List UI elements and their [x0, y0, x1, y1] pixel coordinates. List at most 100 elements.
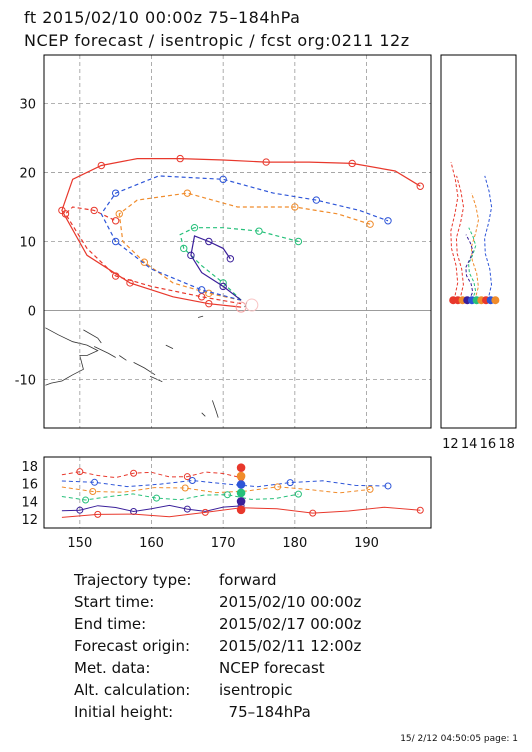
info-key: Initial height: [74, 703, 174, 721]
height-start-marker [236, 488, 246, 498]
height-marker [384, 482, 392, 490]
trajectory-marker [61, 210, 70, 218]
trajectory-line [61, 158, 421, 308]
info-row: Trajectory type: forward [74, 569, 361, 591]
trajectory-marker [219, 175, 227, 184]
trajectory-marker [205, 289, 213, 298]
trajectory-marker [111, 189, 120, 197]
info-block: Trajectory type: forward Start time: 2015/… [74, 569, 361, 723]
coastline [45, 327, 99, 386]
info-key: Start time: [74, 593, 155, 611]
trajectory-marker [416, 182, 424, 190]
height-trace [484, 175, 493, 301]
height-start-marker [491, 296, 500, 305]
height-trace [465, 234, 474, 301]
height-start-marker [236, 505, 246, 515]
start-point-marker [245, 298, 259, 312]
y-tick-label: -10 [15, 374, 36, 389]
y-tick-label: 16 [21, 478, 38, 493]
trajectory-marker [176, 154, 184, 163]
height-marker [91, 478, 99, 486]
height-start-marker [236, 497, 246, 506]
trajectory-marker [111, 237, 120, 246]
height-trace [468, 227, 477, 301]
y-tick-label: 18 [21, 460, 38, 475]
vertical-panel-frame [440, 54, 517, 429]
x-tick-label: 12 [442, 437, 459, 452]
info-key: Met. data: [74, 659, 151, 677]
height-marker [130, 469, 138, 477]
y-tick-label: 20 [19, 166, 36, 181]
info-key: Alt. calculation: [74, 681, 191, 699]
trajectory-marker [187, 251, 195, 260]
trajectory-marker [312, 196, 321, 204]
trajectory-line [64, 206, 242, 305]
height-marker [76, 506, 84, 514]
title-line-2: NCEP forecast / isentropic / fcst org:02… [24, 31, 410, 50]
height-marker [416, 506, 424, 514]
height-trace [455, 175, 465, 301]
trajectory-marker [111, 217, 120, 225]
coastline [119, 355, 127, 361]
trajectory-marker [219, 282, 227, 291]
trajectory-marker [226, 255, 235, 263]
trajectory-marker [90, 206, 98, 215]
trajectory-line [100, 175, 389, 301]
trajectory-marker [366, 220, 374, 228]
height-marker [294, 490, 302, 498]
trajectory-line [118, 192, 371, 301]
height-marker [82, 496, 90, 504]
coastline [212, 400, 219, 418]
y-tick-label: 0 [28, 305, 36, 320]
trajectory-marker [190, 223, 199, 232]
x-tick-label: 150 [67, 536, 92, 551]
height-trace [470, 192, 480, 301]
x-tick-label: 18 [498, 437, 515, 452]
height-trace [450, 161, 459, 301]
info-row: End time: 2015/02/17 00:00z [74, 613, 361, 635]
height-marker [223, 491, 231, 499]
trajectory-marker [294, 237, 303, 246]
coastline [197, 315, 204, 318]
trajectory-line [190, 235, 242, 301]
height-marker [201, 508, 209, 516]
height-marker [366, 485, 374, 493]
height-trace [61, 504, 242, 513]
trajectory-marker [140, 258, 149, 266]
trajectory-marker [205, 299, 213, 308]
height-trace [61, 493, 299, 501]
trajectory-marker [262, 158, 270, 166]
trajectory-marker [197, 286, 206, 294]
info-key: Trajectory type: [74, 571, 192, 589]
trajectory-marker [180, 244, 188, 253]
height-marker [89, 487, 97, 495]
height-start-marker [236, 463, 246, 472]
footer-timestamp: 15/ 2/12 04:50:05 page: 1 [400, 734, 518, 744]
x-tick-label: 14 [461, 437, 478, 452]
height-marker [181, 484, 189, 492]
trajectory-marker [111, 272, 120, 280]
height-trace [61, 486, 371, 494]
info-key: End time: [74, 615, 147, 633]
x-tick-label: 160 [139, 536, 164, 551]
height-trace [61, 479, 389, 488]
info-key: Forecast origin: [74, 637, 191, 655]
trajectory-marker [205, 237, 213, 246]
trajectory-marker [97, 161, 106, 170]
info-value: 2015/02/17 00:00z [219, 615, 362, 633]
height-marker [188, 477, 196, 485]
info-row: Forecast origin: 2015/02/11 12:00z [74, 635, 361, 657]
y-tick-label: 10 [19, 236, 36, 251]
trajectory-line [179, 227, 299, 301]
height-marker [309, 509, 317, 517]
info-value: NCEP forecast [219, 659, 325, 677]
height-marker [274, 483, 282, 491]
horizontal-panel-frame [43, 456, 432, 529]
trajectory-marker [255, 227, 263, 235]
height-marker [183, 505, 191, 513]
info-value: 75–184hPa [219, 703, 311, 721]
trajectory-marker [183, 189, 192, 197]
height-marker [286, 479, 294, 487]
x-tick-label: 190 [354, 536, 379, 551]
height-marker [94, 510, 102, 518]
